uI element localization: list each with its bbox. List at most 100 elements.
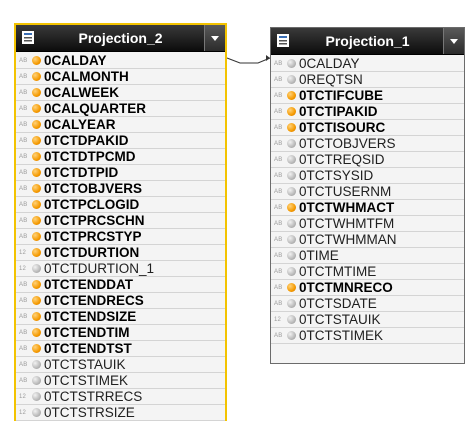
key-field-icon <box>287 107 296 116</box>
field-type-label: 12 <box>19 409 27 416</box>
projection-1-node[interactable]: Projection_1 AB 0CALDAY AB 0REQTSN AB 0TCTIFC… <box>270 27 465 364</box>
field-row[interactable]: AB 0CALMONTH <box>16 69 225 85</box>
attribute-field-icon <box>287 155 296 164</box>
field-row[interactable]: AB 0TCTSTIMEK <box>271 328 464 344</box>
field-row[interactable]: AB 0TCTDTPID <box>16 165 225 181</box>
field-name: 0TCTDPAKID <box>44 133 129 148</box>
field-row[interactable]: 12 0TCTSTRRECS <box>16 389 225 405</box>
field-row[interactable]: AB 0TCTMTIME <box>271 264 464 280</box>
field-name: 0TCTDURTION_1 <box>44 261 155 276</box>
attribute-field-icon <box>287 315 296 324</box>
field-row[interactable]: AB 0CALDAY <box>271 56 464 72</box>
field-name: 0TCTSTIMEK <box>44 373 129 388</box>
attribute-field-icon <box>287 235 296 244</box>
field-row[interactable]: AB 0TCTDTPCMD <box>16 149 225 165</box>
field-row[interactable]: AB 0TCTPRCSTYP <box>16 229 225 245</box>
field-row[interactable]: AB 0TCTSDATE <box>271 296 464 312</box>
field-row[interactable]: AB 0TCTENDSIZE <box>16 309 225 325</box>
field-row[interactable]: AB 0TCTOBJVERS <box>16 181 225 197</box>
key-field-icon <box>32 248 41 257</box>
field-row[interactable]: AB 0TCTREQSID <box>271 152 464 168</box>
key-field-icon <box>32 120 41 129</box>
field-type-label: 12 <box>19 265 27 272</box>
field-row[interactable]: AB 0TCTENDRECS <box>16 293 225 309</box>
field-name: 0CALMONTH <box>44 69 129 84</box>
field-name: 0TCTIPAKID <box>299 104 378 119</box>
attribute-field-icon <box>287 219 296 228</box>
field-row[interactable]: AB 0REQTSN <box>271 72 464 88</box>
field-type-label: AB <box>274 300 283 307</box>
field-row[interactable]: 12 0TCTSTAUIK <box>271 312 464 328</box>
field-row[interactable]: AB 0TCTISOURC <box>271 120 464 136</box>
field-name: 0TCTSTRRECS <box>44 389 143 404</box>
field-name: 0TCTSTIMEK <box>299 328 384 343</box>
field-row[interactable]: AB 0TCTPCLOGID <box>16 197 225 213</box>
field-row[interactable]: AB 0TCTOBJVERS <box>271 136 464 152</box>
field-row[interactable]: AB 0CALWEEK <box>16 85 225 101</box>
field-row[interactable]: AB 0TCTWHMTFM <box>271 216 464 232</box>
field-row[interactable]: AB 0TCTWHMMAN <box>271 232 464 248</box>
field-name: 0CALQUARTER <box>44 101 147 116</box>
field-type-label: AB <box>274 220 283 227</box>
field-row[interactable]: AB 0CALQUARTER <box>16 101 225 117</box>
field-row[interactable]: AB 0TCTENDTIM <box>16 325 225 341</box>
field-row[interactable]: 12 0TCTDURTION_1 <box>16 261 225 277</box>
key-field-icon <box>32 136 41 145</box>
field-name: 0TCTMTIME <box>299 264 377 279</box>
field-row[interactable]: AB 0TCTUSERNM <box>271 184 464 200</box>
field-row[interactable]: AB 0TCTPRCSCHN <box>16 213 225 229</box>
field-type-label: AB <box>19 201 28 208</box>
field-row[interactable]: AB 0TCTWHMACT <box>271 200 464 216</box>
field-name: 0TCTSDATE <box>299 296 377 311</box>
node-header[interactable]: Projection_1 <box>271 28 464 55</box>
field-row[interactable]: AB 0CALDAY <box>16 53 225 69</box>
field-row[interactable]: AB 0TCTMNRECO <box>271 280 464 296</box>
projection-icon <box>22 31 34 44</box>
field-type-label: AB <box>274 252 283 259</box>
field-type-label: AB <box>274 108 283 115</box>
field-row[interactable]: AB 0TCTSYSID <box>271 168 464 184</box>
key-field-icon <box>32 56 41 65</box>
field-row[interactable]: AB 0TCTENDDAT <box>16 277 225 293</box>
node-menu-dropdown-icon[interactable] <box>204 25 225 51</box>
field-type-label: AB <box>19 297 28 304</box>
field-name: 0TCTENDDAT <box>44 277 133 292</box>
field-type-label: AB <box>274 332 283 339</box>
field-row[interactable]: AB 0TIME <box>271 248 464 264</box>
field-list: AB 0CALDAY AB 0CALMONTH AB 0CALWEEK AB 0CALQUAR… <box>16 52 225 421</box>
field-row[interactable]: AB 0TCTIFCUBE <box>271 88 464 104</box>
field-row[interactable]: 12 0TCTDURTION <box>16 245 225 261</box>
field-name: 0TCTDURTION <box>44 245 140 260</box>
key-field-icon <box>32 296 41 305</box>
field-row[interactable]: AB 0TCTSTIMEK <box>16 373 225 389</box>
field-type-label: AB <box>19 73 28 80</box>
attribute-field-icon <box>287 139 296 148</box>
key-field-icon <box>32 312 41 321</box>
field-row[interactable]: 12 0TCTSTRSIZE <box>16 405 225 421</box>
projection-2-node[interactable]: Projection_2 AB 0CALDAY AB 0CALMONTH AB 0CALW… <box>14 23 227 421</box>
key-field-icon <box>32 72 41 81</box>
field-row[interactable]: AB 0TCTENDTST <box>16 341 225 357</box>
field-type-label: AB <box>19 345 28 352</box>
field-type-label: AB <box>19 313 28 320</box>
field-name: 0CALWEEK <box>44 85 120 100</box>
field-type-label: AB <box>274 60 283 67</box>
attribute-field-icon <box>287 75 296 84</box>
key-field-icon <box>32 232 41 241</box>
field-row[interactable]: AB 0TCTSTAUIK <box>16 357 225 373</box>
key-field-icon <box>32 152 41 161</box>
key-field-icon <box>32 200 41 209</box>
node-title: Projection_2 <box>78 30 163 46</box>
node-title: Projection_1 <box>325 33 410 49</box>
field-row[interactable]: AB 0TCTIPAKID <box>271 104 464 120</box>
key-field-icon <box>32 104 41 113</box>
attribute-field-icon <box>32 408 41 417</box>
field-row[interactable]: AB 0TCTDPAKID <box>16 133 225 149</box>
field-row[interactable]: AB 0CALYEAR <box>16 117 225 133</box>
attribute-field-icon <box>287 171 296 180</box>
key-field-icon <box>32 168 41 177</box>
node-menu-dropdown-icon[interactable] <box>443 28 464 54</box>
node-header[interactable]: Projection_2 <box>16 25 225 52</box>
field-name: 0TCTPRCSTYP <box>44 229 142 244</box>
attribute-field-icon <box>32 360 41 369</box>
